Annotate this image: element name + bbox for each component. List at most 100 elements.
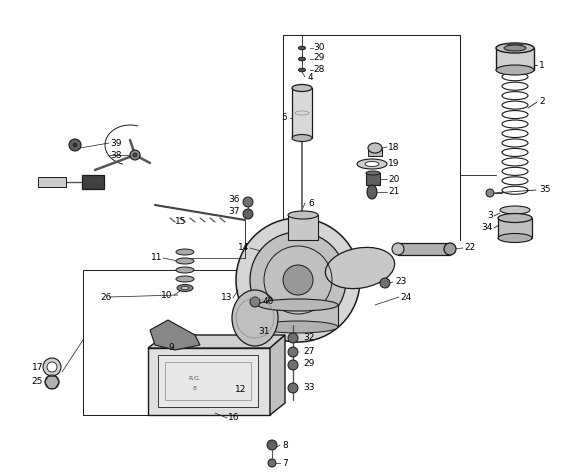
Ellipse shape (176, 258, 194, 264)
Text: 37: 37 (228, 208, 240, 217)
Circle shape (288, 347, 298, 357)
Bar (258, 305, 338, 327)
Text: 30: 30 (313, 42, 324, 51)
Circle shape (133, 153, 137, 157)
Ellipse shape (366, 171, 380, 175)
Circle shape (486, 189, 494, 197)
Text: 25: 25 (31, 378, 43, 387)
Text: 34: 34 (482, 224, 493, 232)
Circle shape (250, 297, 260, 307)
Ellipse shape (444, 243, 456, 255)
Ellipse shape (298, 46, 306, 50)
Text: 19: 19 (388, 159, 399, 168)
Text: 17: 17 (31, 362, 43, 371)
Ellipse shape (258, 321, 338, 333)
Text: 14: 14 (238, 244, 249, 253)
Ellipse shape (357, 159, 387, 169)
Text: 26: 26 (100, 293, 112, 302)
Bar (498, 218, 532, 238)
Circle shape (288, 360, 298, 370)
Text: 1: 1 (539, 60, 545, 69)
Text: 31: 31 (258, 327, 269, 336)
Ellipse shape (292, 134, 312, 142)
Text: 2: 2 (539, 97, 545, 106)
Circle shape (47, 362, 57, 372)
Text: 27: 27 (303, 346, 314, 355)
Text: 39: 39 (110, 139, 122, 148)
Text: 36: 36 (228, 196, 240, 205)
Circle shape (267, 440, 277, 450)
Text: 32: 32 (303, 332, 314, 342)
Bar (158, 355, 258, 407)
Text: 9: 9 (168, 343, 174, 352)
Bar (496, 48, 534, 70)
Ellipse shape (392, 243, 404, 255)
Ellipse shape (498, 234, 532, 243)
Circle shape (43, 358, 61, 376)
Ellipse shape (181, 286, 189, 289)
Ellipse shape (176, 267, 194, 273)
Text: 15: 15 (175, 218, 186, 227)
Text: 38: 38 (110, 151, 122, 160)
Bar (288, 215, 318, 240)
Circle shape (243, 197, 253, 207)
Ellipse shape (232, 290, 278, 346)
Polygon shape (148, 335, 285, 348)
Text: 21: 21 (388, 188, 399, 197)
Text: 33: 33 (303, 382, 315, 391)
Text: 35: 35 (539, 186, 550, 194)
Circle shape (283, 265, 313, 295)
Ellipse shape (367, 185, 377, 199)
Text: 6: 6 (308, 199, 314, 208)
Text: 5: 5 (281, 114, 287, 123)
Text: 29: 29 (313, 54, 324, 63)
Text: 24: 24 (400, 293, 411, 302)
Ellipse shape (496, 65, 534, 75)
Text: 4: 4 (308, 73, 314, 82)
Circle shape (69, 139, 81, 151)
Text: 11: 11 (150, 254, 162, 263)
Ellipse shape (368, 143, 382, 153)
Ellipse shape (288, 211, 318, 219)
Text: 22: 22 (464, 244, 475, 253)
Ellipse shape (176, 276, 194, 282)
Bar (366, 173, 380, 185)
Circle shape (288, 333, 298, 343)
Ellipse shape (298, 57, 306, 61)
Polygon shape (270, 335, 285, 415)
Ellipse shape (258, 299, 338, 311)
Circle shape (73, 143, 77, 147)
Ellipse shape (504, 45, 526, 51)
Circle shape (243, 209, 253, 219)
Circle shape (45, 375, 59, 389)
Circle shape (130, 150, 140, 160)
Ellipse shape (298, 68, 306, 72)
Text: R.G.: R.G. (188, 376, 201, 380)
Ellipse shape (498, 213, 532, 222)
Polygon shape (150, 320, 200, 350)
Ellipse shape (292, 85, 312, 92)
Text: 18: 18 (388, 142, 399, 152)
Text: 40: 40 (263, 297, 274, 306)
Text: 3: 3 (488, 211, 493, 220)
Ellipse shape (177, 285, 193, 292)
Circle shape (236, 218, 360, 342)
Circle shape (288, 383, 298, 393)
Bar (292, 88, 312, 138)
Circle shape (250, 232, 346, 328)
Text: 8: 8 (193, 386, 197, 390)
Bar (82, 175, 104, 189)
Circle shape (268, 459, 276, 467)
Polygon shape (148, 348, 270, 415)
Bar (38, 177, 66, 187)
Text: 29: 29 (303, 360, 314, 369)
Bar (368, 148, 382, 156)
Text: 10: 10 (160, 291, 172, 300)
Text: 28: 28 (313, 65, 324, 74)
Circle shape (380, 278, 390, 288)
Ellipse shape (496, 43, 534, 53)
Ellipse shape (365, 162, 379, 167)
Bar (165, 362, 251, 400)
Text: 7: 7 (282, 458, 288, 467)
Text: 13: 13 (220, 294, 232, 303)
